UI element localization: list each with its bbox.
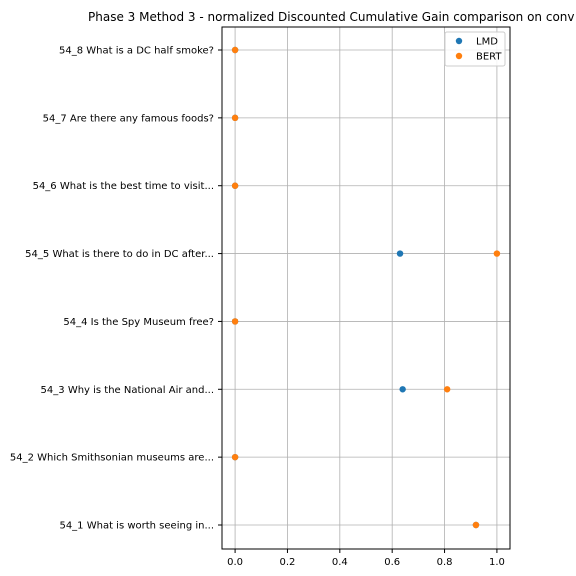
plot-frame [221, 26, 511, 550]
point-lmd [396, 250, 404, 257]
category-label: 54_2 Which Smithsonian museums are... [10, 453, 214, 464]
point-bert [231, 114, 239, 122]
point-bert [443, 386, 451, 393]
category-label: 54_5 What is there to do in DC after... [25, 249, 214, 260]
y-axis: 54_1 What is worth seeing in... 54_2 Whic… [10, 46, 222, 532]
x-tick-label: 0.0 [227, 557, 243, 568]
point-bert [472, 521, 480, 529]
point-bert [231, 182, 239, 189]
x-tick-label: 1.0 [489, 557, 505, 568]
legend: LMD BERT [444, 31, 506, 67]
point-lmd [399, 386, 406, 393]
category-label: 54_3 Why is the National Air and... [41, 385, 214, 396]
x-axis: 0.0 0.2 0.4 0.6 0.8 1.0 [227, 549, 505, 568]
category-label: 54_7 Are there any famous foods? [43, 113, 214, 124]
category-label: 54_6 What is the best time to visit... [33, 181, 214, 192]
legend-label: LMD [476, 37, 498, 48]
category-label: 54_8 What is a DC half smoke? [59, 46, 214, 57]
legend-label: BERT [476, 52, 502, 63]
legend-marker [455, 52, 463, 60]
point-bert [231, 453, 239, 461]
point-bert [231, 318, 239, 325]
x-tick-label: 0.4 [332, 557, 348, 568]
point-bert [493, 250, 501, 257]
data-points [231, 46, 501, 529]
category-label: 54_4 Is the Spy Museum free? [63, 317, 214, 328]
x-tick-label: 0.6 [384, 557, 400, 568]
point-bert [231, 46, 239, 54]
chart-title: Phase 3 Method 3 - normalized Discounted… [88, 10, 575, 24]
category-label: 54_1 What is worth seeing in... [59, 521, 214, 532]
x-tick-label: 0.8 [437, 557, 453, 568]
legend-marker [455, 37, 463, 45]
x-tick-label: 0.2 [280, 557, 296, 568]
grid [222, 27, 510, 549]
